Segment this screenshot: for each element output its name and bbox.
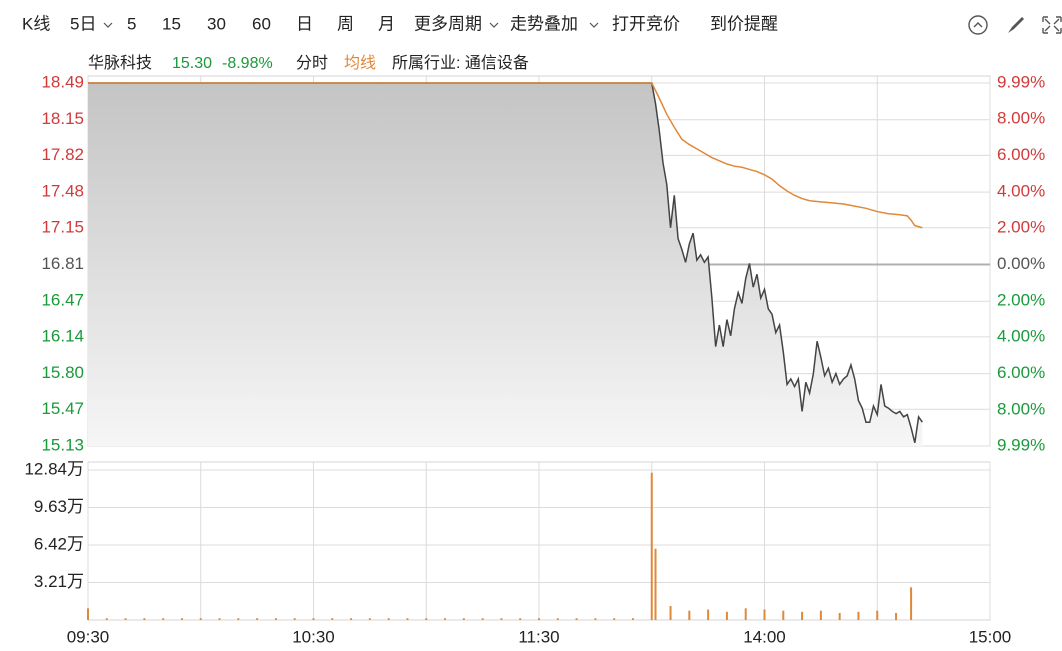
y-tick-label: 16.47 bbox=[41, 291, 84, 310]
tab-60min[interactable]: 60 bbox=[252, 14, 271, 33]
collapse-icon bbox=[973, 22, 983, 28]
x-tick-label: 10:30 bbox=[292, 627, 335, 646]
fullscreen-button[interactable] bbox=[1042, 16, 1062, 34]
y-tick-label: 9.63万 bbox=[34, 497, 84, 516]
price-area bbox=[88, 83, 923, 446]
tab-month[interactable]: 月 bbox=[378, 14, 395, 33]
y2-tick-label: 9.99% bbox=[997, 435, 1045, 454]
x-tick-label: 09:30 bbox=[67, 627, 110, 646]
y-tick-label: 17.48 bbox=[41, 182, 84, 201]
tab-kline[interactable]: K线 bbox=[22, 14, 50, 33]
price-line bbox=[88, 82, 923, 443]
y-tick-label: 3.21万 bbox=[34, 572, 84, 591]
legend-price: 分时 bbox=[296, 54, 328, 72]
tab-overlay[interactable]: 走势叠加 bbox=[510, 14, 578, 33]
toolbar: K线 5日 5 15 30 60 日 周 月 更多周期 走势叠加 打开竞价 到价… bbox=[22, 14, 1062, 35]
stock-name: 华脉科技 bbox=[88, 54, 152, 72]
tab-5min[interactable]: 5 bbox=[127, 14, 136, 33]
tab-more-periods[interactable]: 更多周期 bbox=[414, 14, 482, 33]
y2-tick-label: 8.00% bbox=[997, 399, 1045, 418]
y-tick-label: 15.13 bbox=[41, 435, 84, 454]
x-tick-label: 11:30 bbox=[518, 627, 559, 646]
stock-price: 15.30 bbox=[172, 55, 212, 72]
dropdown-icon[interactable] bbox=[103, 22, 113, 28]
y-tick-label: 15.47 bbox=[41, 399, 84, 418]
tab-price-alert[interactable]: 到价提醒 bbox=[710, 14, 778, 33]
y-tick-label: 12.84万 bbox=[24, 459, 84, 478]
y2-tick-label: 6.00% bbox=[997, 363, 1045, 382]
tab-15min[interactable]: 15 bbox=[162, 14, 181, 33]
y-tick-label: 18.49 bbox=[41, 72, 84, 91]
tab-30min[interactable]: 30 bbox=[207, 14, 226, 33]
y2-tick-label: 4.00% bbox=[997, 327, 1045, 346]
y-tick-label: 16.81 bbox=[41, 254, 84, 273]
tab-week[interactable]: 周 bbox=[337, 14, 354, 33]
collapse-button[interactable] bbox=[968, 15, 988, 35]
y-tick-label: 16.14 bbox=[41, 326, 84, 345]
y2-tick-label: 9.99% bbox=[997, 72, 1045, 91]
y2-tick-label: 2.00% bbox=[997, 218, 1045, 237]
quote-header: 华脉科技 15.30 -8.98% 分时 均线 所属行业: 通信设备 bbox=[88, 54, 529, 72]
y2-tick-label: 4.00% bbox=[997, 181, 1045, 200]
y2-tick-label: 2.00% bbox=[997, 290, 1045, 309]
y-tick-label: 6.42万 bbox=[34, 534, 84, 553]
average-line bbox=[88, 82, 923, 229]
draw-button[interactable] bbox=[1008, 17, 1024, 33]
y2-tick-label: 0.00% bbox=[997, 254, 1045, 273]
dropdown-icon[interactable] bbox=[489, 22, 499, 28]
y-tick-label: 18.15 bbox=[41, 109, 84, 128]
y-tick-label: 17.82 bbox=[41, 145, 84, 164]
tab-auction[interactable]: 打开竞价 bbox=[612, 14, 680, 33]
tab-day[interactable]: 日 bbox=[296, 14, 313, 33]
y-tick-label: 15.80 bbox=[41, 363, 84, 382]
dropdown-icon[interactable] bbox=[589, 22, 599, 28]
legend-average: 均线 bbox=[344, 54, 376, 72]
tab-5day[interactable]: 5日 bbox=[70, 14, 96, 33]
x-tick-label: 15:00 bbox=[969, 627, 1012, 646]
industry: 所属行业: 通信设备 bbox=[392, 54, 529, 72]
y2-tick-label: 6.00% bbox=[997, 145, 1045, 164]
y2-tick-label: 8.00% bbox=[997, 109, 1045, 128]
x-tick-label: 14:00 bbox=[743, 627, 786, 646]
y-tick-label: 17.15 bbox=[41, 217, 84, 236]
stock-change: -8.98% bbox=[222, 55, 273, 72]
